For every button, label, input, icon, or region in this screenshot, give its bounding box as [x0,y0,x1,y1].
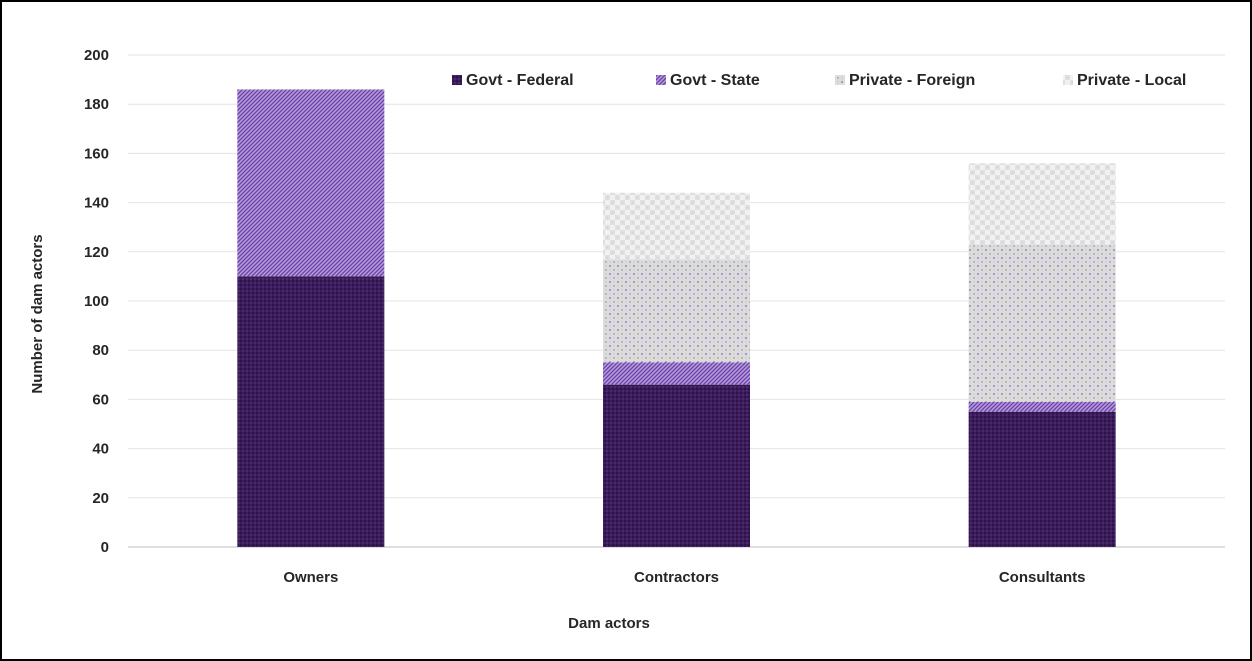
y-tick-label: 20 [92,490,109,507]
y-tick-label: 140 [84,195,109,212]
bar-segment [968,401,1116,412]
y-tick-label: 200 [84,47,109,64]
y-tick-label: 80 [92,342,109,359]
legend: Govt - Federal Govt - State Private - Fore… [452,72,1186,89]
y-axis-title: Number of dam actors [29,234,46,393]
y-tick-label: 100 [84,293,109,310]
legend-item: Govt - Federal [452,72,574,89]
bar-segment [968,244,1116,402]
legend-label: Govt - State [670,72,760,89]
legend-item: Private - Local [1063,72,1186,89]
bar-segment [603,259,750,363]
legend-item: Govt - State [656,72,760,89]
bars [237,89,1116,547]
bar-segment [603,192,750,260]
legend-label: Private - Foreign [849,72,975,89]
y-tick-label: 160 [84,145,109,162]
bar-segment [237,89,385,277]
x-axis-title: Dam actors [568,615,650,632]
legend-swatch [656,75,666,85]
bar-segment [968,411,1116,547]
bar-segment [603,384,750,547]
legend-label: Private - Local [1077,72,1186,89]
y-tick-label: 0 [101,539,109,556]
legend-swatch [452,75,462,85]
legend-item: Private - Foreign [835,72,975,89]
legend-label: Govt - Federal [466,72,574,89]
bar-segment [603,362,750,385]
x-axis-ticks: Owners Contractors Consultants [283,569,1085,586]
y-tick-label: 180 [84,96,109,113]
x-tick-label: Owners [283,569,338,586]
y-tick-label: 120 [84,244,109,261]
x-tick-label: Consultants [999,569,1086,586]
legend-swatch [1063,75,1073,85]
legend-swatch [835,75,845,85]
bar-segment [968,163,1116,245]
y-axis-ticks: 0 20 40 60 80 100 120 140 160 180 200 [84,47,109,556]
bar-segment [237,276,385,547]
x-tick-label: Contractors [634,569,719,586]
y-tick-label: 60 [92,391,109,408]
y-tick-label: 40 [92,441,109,458]
